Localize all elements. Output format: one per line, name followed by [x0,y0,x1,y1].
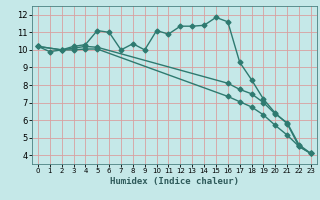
X-axis label: Humidex (Indice chaleur): Humidex (Indice chaleur) [110,177,239,186]
